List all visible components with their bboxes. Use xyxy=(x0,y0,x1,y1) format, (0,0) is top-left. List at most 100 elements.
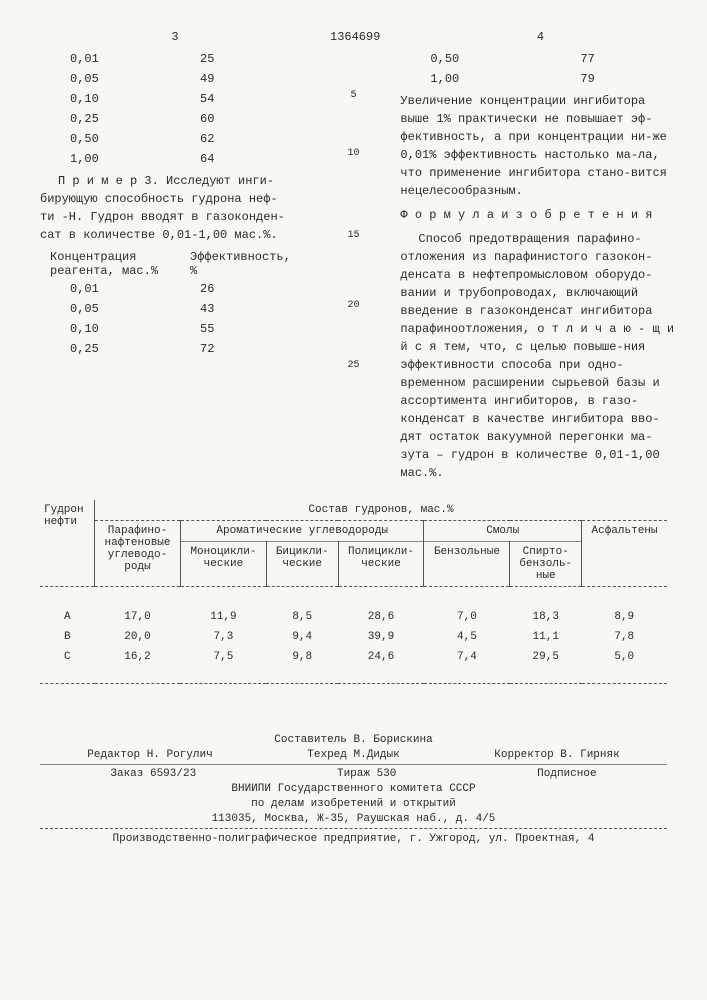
conc-value: 1,00 xyxy=(40,152,180,166)
table-row-header: Гудрон нефти xyxy=(40,500,95,587)
conc-value: 1,00 xyxy=(400,72,550,86)
col-header-asphalt: Асфальтены xyxy=(582,521,667,587)
cell: 29,5 xyxy=(510,647,582,667)
cell: 16,2 xyxy=(95,647,181,667)
col-header: Полицикли- ческие xyxy=(338,542,424,587)
cell: 7,4 xyxy=(424,647,510,667)
data-row: 1,0064 xyxy=(40,152,310,166)
table-row: В 20,0 7,3 9,4 39,9 4,5 11,1 7,8 xyxy=(40,627,667,647)
editor-name: Редактор Н. Рогулич xyxy=(87,749,212,761)
row-id: С xyxy=(40,647,95,667)
data-row: 1,0079 xyxy=(400,72,680,86)
data-row: 0,2572 xyxy=(40,342,310,356)
footer-order-row: Заказ 6593/23 Тираж 530 Подписное xyxy=(40,768,667,780)
footer: Составитель В. Борискина Редактор Н. Рог… xyxy=(40,734,667,845)
cell: 28,6 xyxy=(338,607,424,627)
subheadings: Концентрация реагента, мас.% Эффективнос… xyxy=(40,250,310,278)
conc-value: 0,25 xyxy=(40,342,180,356)
conc-value: 0,10 xyxy=(40,322,180,336)
subhead-efficiency: Эффективность, % xyxy=(190,250,310,278)
data-series-right: 0,5077 1,0079 xyxy=(400,52,680,86)
eff-value: 26 xyxy=(180,282,300,296)
cell: 39,9 xyxy=(338,627,424,647)
page-number-left: 3 xyxy=(40,30,310,44)
col-header: Бензольные xyxy=(424,542,510,587)
corrector-name: Корректор В. Гирняк xyxy=(494,749,619,761)
data-series-2: 0,0126 0,0543 0,1055 0,2572 xyxy=(40,282,310,356)
eff-value: 43 xyxy=(180,302,300,316)
cell: 7,5 xyxy=(180,647,266,667)
cell: 8,9 xyxy=(582,607,667,627)
eff-value: 55 xyxy=(180,322,300,336)
footer-composer: Составитель В. Борискина xyxy=(40,734,667,746)
table-group-header: Состав гудронов, мас.% xyxy=(95,500,667,521)
composition-table: Гудрон нефти Состав гудронов, мас.% Пара… xyxy=(40,500,667,684)
paragraph-1: Увеличение концентрации ингибитора выше … xyxy=(400,92,680,200)
data-row: 0,0549 xyxy=(40,72,310,86)
cell: 7,3 xyxy=(180,627,266,647)
cell: 5,0 xyxy=(582,647,667,667)
col-header: Бицикли- ческие xyxy=(266,542,338,587)
cell: 11,1 xyxy=(510,627,582,647)
patent-number: 1364699 xyxy=(330,30,380,44)
data-row: 0,2560 xyxy=(40,112,310,126)
footer-org2: по делам изобретений и открытий xyxy=(40,798,667,810)
left-column: 3 0,0125 0,0549 0,1054 0,2560 0,5062 1,0… xyxy=(40,30,310,488)
conc-value: 0,01 xyxy=(40,52,180,66)
conc-value: 0,10 xyxy=(40,92,180,106)
data-row: 0,1055 xyxy=(40,322,310,336)
footer-credits: Редактор Н. Рогулич Техред М.Дидык Корре… xyxy=(40,749,667,765)
data-row: 0,0125 xyxy=(40,52,310,66)
table-row: А 17,0 11,9 8,5 28,6 7,0 18,3 8,9 xyxy=(40,607,667,627)
col-header: Парафино- нафтеновые углеводо- роды xyxy=(95,521,181,587)
eff-value: 72 xyxy=(180,342,300,356)
cell: 17,0 xyxy=(95,607,181,627)
line-marker: 25 xyxy=(347,360,359,371)
cell: 20,0 xyxy=(95,627,181,647)
eff-value: 60 xyxy=(180,112,300,126)
cell: 7,0 xyxy=(424,607,510,627)
cell: 7,8 xyxy=(582,627,667,647)
eff-value: 62 xyxy=(180,132,300,146)
data-row: 0,5062 xyxy=(40,132,310,146)
conc-value: 0,50 xyxy=(40,132,180,146)
cell: 24,6 xyxy=(338,647,424,667)
eff-value: 25 xyxy=(180,52,300,66)
conc-value: 0,05 xyxy=(40,72,180,86)
conc-value: 0,01 xyxy=(40,282,180,296)
row-id: А xyxy=(40,607,95,627)
conc-value: 0,05 xyxy=(40,302,180,316)
example-3-text: П р и м е р 3. Исследуют инги- бирующую … xyxy=(40,172,310,244)
page-content: 5 10 15 20 25 3 0,0125 0,0549 0,1054 0,2… xyxy=(40,30,667,845)
eff-value: 79 xyxy=(550,72,680,86)
tech-name: Техред М.Дидык xyxy=(307,749,399,761)
col-header: Спирто- бензоль- ные xyxy=(510,542,582,587)
signed-label: Подписное xyxy=(537,768,596,780)
line-marker: 5 xyxy=(350,90,356,101)
data-row: 0,5077 xyxy=(400,52,680,66)
footer-org1: ВНИИПИ Государственного комитета СССР xyxy=(40,783,667,795)
table-row: С 16,2 7,5 9,8 24,6 7,4 29,5 5,0 xyxy=(40,647,667,667)
data-row: 0,0543 xyxy=(40,302,310,316)
cell: 4,5 xyxy=(424,627,510,647)
order-number: Заказ 6593/23 xyxy=(110,768,196,780)
formula-heading: Ф о р м у л а и з о б р е т е н и я xyxy=(400,206,680,224)
footer-printer: Производственно-полиграфическое предприя… xyxy=(40,833,667,845)
cell: 9,8 xyxy=(266,647,338,667)
cell: 9,4 xyxy=(266,627,338,647)
data-row: 0,1054 xyxy=(40,92,310,106)
line-marker: 10 xyxy=(347,148,359,159)
col-header: Моноцикли- ческие xyxy=(180,542,266,587)
eff-value: 77 xyxy=(550,52,680,66)
cell: 8,5 xyxy=(266,607,338,627)
line-marker: 20 xyxy=(347,300,359,311)
row-id: В xyxy=(40,627,95,647)
cell: 18,3 xyxy=(510,607,582,627)
tirage: Тираж 530 xyxy=(337,768,396,780)
right-column: 4 0,5077 1,0079 Увеличение концентрации … xyxy=(400,30,680,488)
cell: 11,9 xyxy=(180,607,266,627)
eff-value: 54 xyxy=(180,92,300,106)
eff-value: 64 xyxy=(180,152,300,166)
conc-value: 0,50 xyxy=(400,52,550,66)
line-marker: 15 xyxy=(347,230,359,241)
